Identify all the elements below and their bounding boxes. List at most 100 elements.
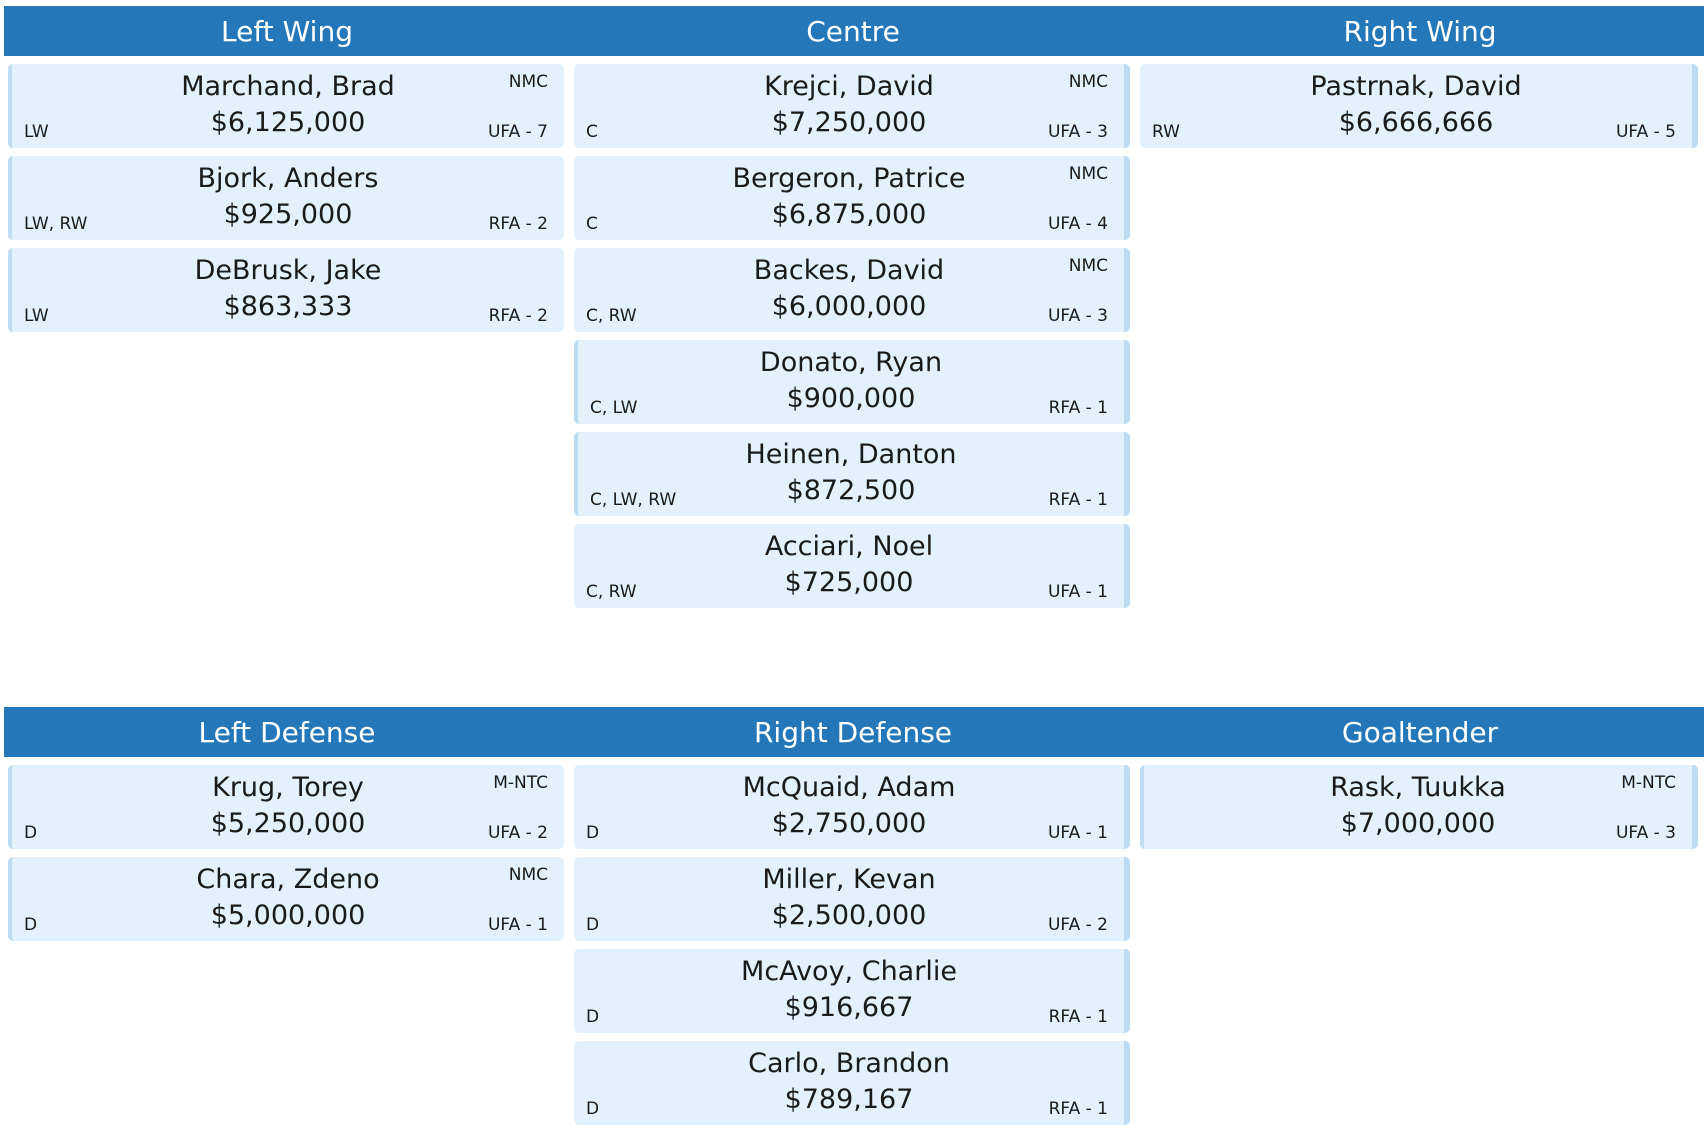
header-centre: Centre <box>806 14 900 48</box>
player-card[interactable]: Chara, Zdeno $5,000,000 NMC D UFA - 1 <box>8 857 564 941</box>
player-name: Rask, Tuukka <box>1330 772 1506 803</box>
defense-section: Left Defense Right Defense Goaltender Kr… <box>4 707 1704 1125</box>
player-contract: UFA - 1 <box>487 915 548 935</box>
player-contract: UFA - 5 <box>1615 122 1676 142</box>
goaltender-column: Rask, Tuukka $7,000,000 M-NTC UFA - 3 <box>1140 765 1698 857</box>
right-defense-column: McQuaid, Adam $2,750,000 D UFA - 1 Mille… <box>574 765 1130 1133</box>
player-position: D <box>586 1007 600 1027</box>
player-card[interactable]: Carlo, Brandon $789,167 D RFA - 1 <box>574 1041 1130 1125</box>
player-name: McAvoy, Charlie <box>741 956 957 987</box>
player-contract: RFA - 1 <box>1048 1099 1108 1119</box>
player-salary: $872,500 <box>786 475 916 506</box>
player-name: DeBrusk, Jake <box>194 255 382 286</box>
player-contract: UFA - 1 <box>1047 582 1108 602</box>
player-contract: RFA - 2 <box>488 214 548 234</box>
player-name: Pastrnak, David <box>1310 71 1522 102</box>
player-salary: $7,250,000 <box>771 107 927 138</box>
player-name: Marchand, Brad <box>181 71 395 102</box>
left-defense-column: Krug, Torey $5,250,000 M-NTC D UFA - 2 C… <box>8 765 564 949</box>
player-name: Acciari, Noel <box>764 531 934 562</box>
forwards-header-bar: Left Wing Centre Right Wing <box>4 6 1704 56</box>
player-position: C, LW <box>590 398 638 418</box>
player-card[interactable]: Backes, David $6,000,000 NMC C, RW UFA -… <box>574 248 1130 332</box>
player-position: C, LW, RW <box>590 490 677 510</box>
player-contract: UFA - 2 <box>1047 915 1108 935</box>
player-name: Miller, Kevan <box>762 864 936 895</box>
right-wing-column: Pastrnak, David $6,666,666 RW UFA - 5 <box>1140 64 1698 156</box>
player-card[interactable]: McQuaid, Adam $2,750,000 D UFA - 1 <box>574 765 1130 849</box>
player-position: D <box>586 823 600 843</box>
player-card[interactable]: Bjork, Anders $925,000 LW, RW RFA - 2 <box>8 156 564 240</box>
player-contract: UFA - 3 <box>1047 122 1108 142</box>
player-card[interactable]: DeBrusk, Jake $863,333 LW RFA - 2 <box>8 248 564 332</box>
player-card[interactable]: Donato, Ryan $900,000 C, LW RFA - 1 <box>574 340 1130 424</box>
centre-column: Krejci, David $7,250,000 NMC C UFA - 3 B… <box>574 64 1130 616</box>
player-position: D <box>586 1099 600 1119</box>
player-salary: $6,875,000 <box>771 199 927 230</box>
player-position: C <box>586 214 598 234</box>
player-position: C, RW <box>586 306 637 326</box>
player-name: Bergeron, Patrice <box>732 163 966 194</box>
player-position: C <box>586 122 598 142</box>
player-name: Heinen, Danton <box>745 439 957 470</box>
left-wing-column: Marchand, Brad $6,125,000 NMC LW UFA - 7… <box>8 64 564 340</box>
player-clause: NMC <box>1068 72 1108 92</box>
player-salary: $5,250,000 <box>210 808 366 839</box>
player-card[interactable]: Miller, Kevan $2,500,000 D UFA - 2 <box>574 857 1130 941</box>
player-position: D <box>586 915 600 935</box>
player-name: McQuaid, Adam <box>742 772 956 803</box>
player-salary: $5,000,000 <box>210 900 366 931</box>
player-card[interactable]: Heinen, Danton $872,500 C, LW, RW RFA - … <box>574 432 1130 516</box>
player-card[interactable]: Rask, Tuukka $7,000,000 M-NTC UFA - 3 <box>1140 765 1698 849</box>
player-salary: $789,167 <box>784 1084 914 1115</box>
player-position: LW, RW <box>24 214 88 234</box>
header-goaltender: Goaltender <box>1341 715 1499 749</box>
player-salary: $863,333 <box>223 291 353 322</box>
player-salary: $900,000 <box>786 383 916 414</box>
player-position: RW <box>1152 122 1180 142</box>
player-contract: RFA - 1 <box>1048 1007 1108 1027</box>
player-name: Krug, Torey <box>212 772 364 803</box>
player-name: Bjork, Anders <box>197 163 379 194</box>
player-position: D <box>24 915 38 935</box>
player-clause: M-NTC <box>1621 773 1676 793</box>
player-card[interactable]: Krejci, David $7,250,000 NMC C UFA - 3 <box>574 64 1130 148</box>
player-contract: UFA - 3 <box>1615 823 1676 843</box>
player-contract: UFA - 3 <box>1047 306 1108 326</box>
player-salary: $916,667 <box>784 992 914 1023</box>
player-name: Krejci, David <box>764 71 934 102</box>
header-left-defense: Left Defense <box>198 715 376 749</box>
header-right-defense: Right Defense <box>753 715 953 749</box>
header-right-wing: Right Wing <box>1343 14 1497 48</box>
player-contract: UFA - 1 <box>1047 823 1108 843</box>
player-card[interactable]: Acciari, Noel $725,000 C, RW UFA - 1 <box>574 524 1130 608</box>
player-clause: NMC <box>1068 164 1108 184</box>
player-name: Carlo, Brandon <box>748 1048 950 1079</box>
player-contract: RFA - 1 <box>1048 398 1108 418</box>
player-clause: NMC <box>508 72 548 92</box>
player-card[interactable]: Bergeron, Patrice $6,875,000 NMC C UFA -… <box>574 156 1130 240</box>
player-salary: $2,500,000 <box>771 900 927 931</box>
player-salary: $6,000,000 <box>771 291 927 322</box>
player-contract: RFA - 2 <box>488 306 548 326</box>
player-card[interactable]: Pastrnak, David $6,666,666 RW UFA - 5 <box>1140 64 1698 148</box>
player-salary: $925,000 <box>223 199 353 230</box>
player-name: Backes, David <box>753 255 945 286</box>
player-position: D <box>24 823 38 843</box>
player-card[interactable]: Marchand, Brad $6,125,000 NMC LW UFA - 7 <box>8 64 564 148</box>
defense-header-bar: Left Defense Right Defense Goaltender <box>4 707 1704 757</box>
header-left-wing: Left Wing <box>221 14 353 48</box>
player-position: C, RW <box>586 582 637 602</box>
player-salary: $7,000,000 <box>1340 808 1496 839</box>
player-clause: NMC <box>508 865 548 885</box>
player-salary: $6,666,666 <box>1338 107 1494 138</box>
player-name: Chara, Zdeno <box>196 864 380 895</box>
player-position: LW <box>24 306 49 326</box>
player-clause: M-NTC <box>493 773 548 793</box>
player-card[interactable]: McAvoy, Charlie $916,667 D RFA - 1 <box>574 949 1130 1033</box>
player-clause: NMC <box>1068 256 1108 276</box>
player-contract: UFA - 2 <box>487 823 548 843</box>
player-salary: $725,000 <box>784 567 914 598</box>
player-card[interactable]: Krug, Torey $5,250,000 M-NTC D UFA - 2 <box>8 765 564 849</box>
player-name: Donato, Ryan <box>759 347 943 378</box>
